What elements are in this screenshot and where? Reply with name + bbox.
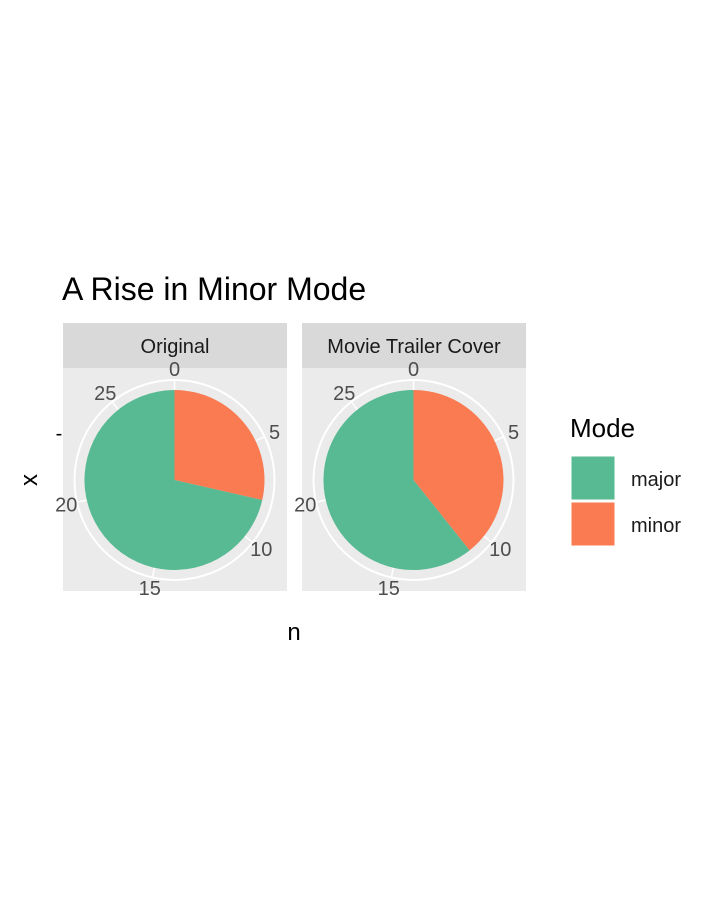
facet-strip-label: Original — [141, 336, 210, 358]
x-axis-label: n — [287, 619, 300, 646]
y-axis-label: x — [16, 474, 43, 486]
legend-key-minor — [570, 501, 616, 547]
facet-strip — [302, 323, 526, 368]
theta-tick-label: 20 — [294, 495, 316, 517]
y-tick-label: - — [56, 423, 63, 445]
theta-tick-label: 20 — [55, 495, 77, 517]
theta-tick-label: 10 — [250, 539, 272, 561]
pie-slice-minor — [174, 390, 265, 501]
pie-slice-major — [84, 390, 263, 570]
legend-key-major — [570, 455, 616, 501]
legend-label: minor — [631, 515, 681, 537]
theta-tick-label: 25 — [94, 383, 116, 405]
theta-tick-label: 5 — [269, 422, 280, 444]
theta-tick-label: 5 — [508, 422, 519, 444]
pie-slice-major — [323, 389, 470, 570]
theta-tick-label: 10 — [489, 539, 511, 561]
theta-tick-label: 25 — [333, 383, 355, 405]
legend-label: major — [631, 469, 681, 491]
theta-tick-label: 15 — [139, 578, 161, 600]
facet-strip-label: Movie Trailer Cover — [327, 336, 501, 358]
pie-slice-minor — [413, 390, 504, 551]
legend: Mode major minor — [570, 413, 681, 547]
chart-title: A Rise in Minor Mode — [62, 271, 366, 307]
theta-tick-label: 0 — [169, 359, 180, 381]
facet-strip — [63, 323, 287, 368]
legend-title: Mode — [570, 413, 635, 443]
theta-tick-label: 15 — [378, 578, 400, 600]
theta-tick-label: 0 — [408, 359, 419, 381]
